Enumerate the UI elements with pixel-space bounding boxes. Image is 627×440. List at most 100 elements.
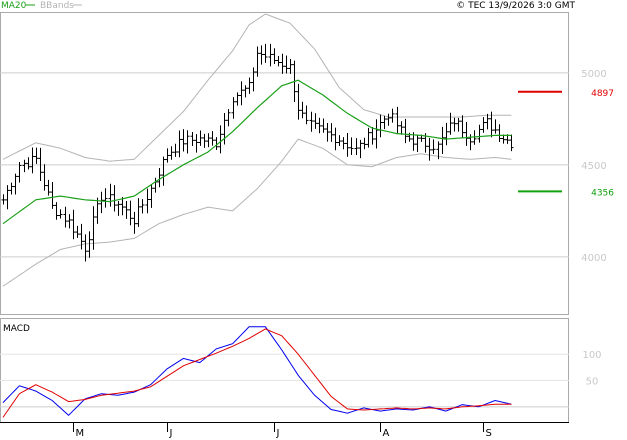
ohlc-bar [124,201,129,219]
x-tick-label: A [383,428,390,439]
ohlc-bar [247,77,252,94]
ohlc-bar [165,148,170,163]
ohlc-bar [30,147,35,174]
ohlc-bar [202,133,207,148]
ohlc-bar [378,114,383,138]
ohlc-bar [22,159,27,173]
ohlc-bar [313,113,318,129]
ma20-line [2,79,512,225]
ohlc-bar [382,115,387,130]
ohlc-bar [333,127,338,151]
price-panel-frame [0,12,569,315]
ohlc-bar [464,122,469,146]
x-tick-label: M [76,428,85,439]
ohlc-bar [444,122,449,146]
ohlc-bar [206,133,211,148]
ohlc-bar [300,101,305,119]
ohlc-bar [181,129,186,152]
ohlc-bar [321,118,326,133]
ohlc-bar [67,214,72,229]
ohlc-bar [214,137,219,151]
ohlc-bar [448,112,453,135]
legend-ma20: MA20 [1,1,27,11]
ohlc-bar [1,194,6,205]
ohlc-bar [243,85,248,98]
ohlc-bar [103,188,108,208]
ohlc-bar [431,139,436,154]
macd-title: MACD [3,324,30,334]
ohlc-bar [403,118,408,144]
ohlc-bar [222,112,227,145]
ohlc-bar [349,137,354,156]
ohlc-bar [169,146,174,160]
ohlc-bar [120,197,125,216]
ohlc-bar [477,124,482,143]
ohlc-bar [34,147,39,164]
ohlc-bar [83,234,88,262]
ohlc-bar [153,177,158,193]
ohlc-bar [116,200,121,216]
ohlc-bar [296,83,301,120]
ohlc-bar [317,117,322,134]
lower-bollinger-band [2,138,512,287]
ohlc-bar [485,113,490,130]
ohlc-bar [26,157,31,170]
ohlc-bar [345,133,350,157]
ohlc-bar [231,97,236,119]
grid-lines [0,72,569,408]
ohlc-bar [501,134,506,144]
ohlc-bar [255,46,260,77]
y-tick-label-price: 5000 [581,69,606,80]
macd-line [2,326,512,416]
y-axis-labels: 5000 4500 4000 100 50 [581,69,606,388]
ohlc-bar [386,113,391,126]
ohlc-bar [226,109,231,127]
ohlc-bar [132,211,137,234]
ohlc-bar [42,164,47,191]
ohlc-bar [210,131,215,146]
ohlc-bar [145,188,150,214]
ohlc-bar [366,127,371,148]
ohlc-bar [46,179,51,196]
ohlc-bar [235,92,240,106]
ohlc-bar [79,223,84,250]
ohlc-bar [337,135,342,146]
ohlc-bar [452,117,457,132]
ohlc-bar [5,185,10,210]
ohlc-bar [354,138,359,155]
ohlc-bar [440,126,445,154]
ohlc-bar [63,206,68,228]
ohlc-bar [325,123,330,142]
ohlc-bar [157,167,162,188]
ohlc-bar [284,55,289,74]
bollinger-bands [2,13,512,287]
ohlc-bar [58,209,63,219]
level-label-4897: 4897 [591,89,614,99]
x-tick-label: S [486,428,492,439]
ohlc-bar [341,137,346,150]
ohlc-bar [481,117,486,133]
ohlc-bar [108,183,113,207]
ohlc-bar [436,141,441,160]
ohlc-bar [239,81,244,106]
ohlc-bar [91,206,96,250]
ohlc-bar [268,43,273,67]
ohlc-bar [395,106,400,134]
ohlc-bar [509,134,514,152]
ohlc-bar [415,135,420,153]
ohlc-bar [161,156,166,186]
copyright: © TEC 13/9/2026 3:0 GMT [456,1,575,11]
ohlc-bar [374,119,379,149]
ohlc-bar [38,147,43,181]
ohlc-bar [370,126,375,145]
y-tick-label-macd: 50 [586,377,599,388]
price-levels: 4897 4356 [518,89,614,198]
ohlc-bar [177,130,182,158]
macd-lines [2,326,512,418]
ohlc-bar [71,209,76,240]
ohlc-bar [362,137,367,150]
ohlc-bar [128,200,133,226]
ohlc-bar [17,161,22,183]
